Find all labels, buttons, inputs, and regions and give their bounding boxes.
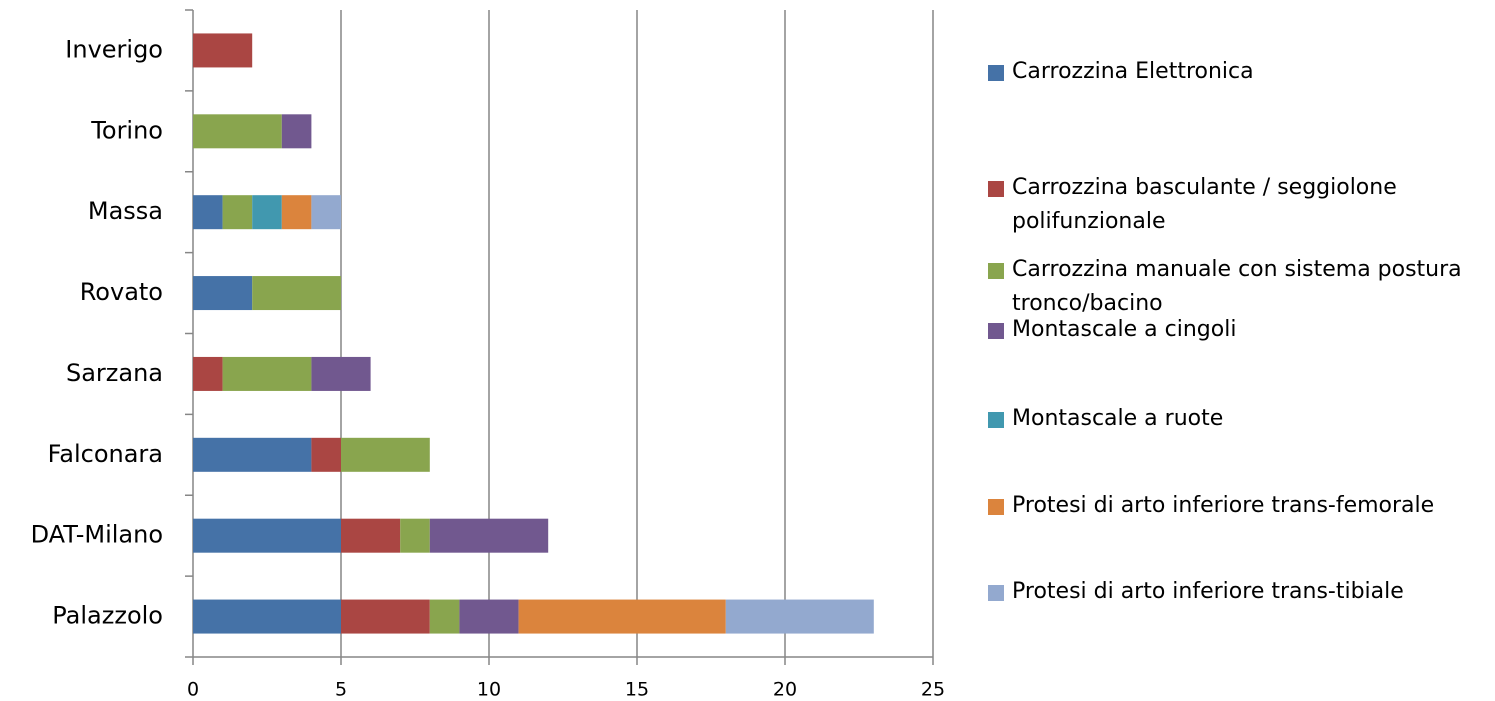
x-tick-label: 15 — [625, 679, 649, 701]
legend-swatch — [988, 65, 1004, 81]
bar-segment — [193, 276, 253, 311]
bar-segment — [222, 195, 253, 230]
y-tick-label: Rovato — [80, 278, 163, 306]
bar-segment — [193, 599, 341, 634]
bar-segment — [252, 195, 282, 230]
legend-item: Protesi di arto inferiore trans-femorale — [988, 489, 1488, 523]
bar-segment — [252, 276, 341, 311]
bar-segment — [459, 599, 519, 634]
bar-segment — [193, 437, 312, 472]
bar-segment — [193, 114, 282, 149]
y-tick-label: Massa — [88, 197, 163, 225]
x-tick-label: 25 — [921, 679, 945, 701]
legend-item: Montascale a cingoli — [988, 313, 1488, 347]
bar-segment — [518, 599, 726, 634]
bar-segment — [281, 114, 312, 149]
y-tick-label: DAT-Milano — [31, 521, 163, 549]
legend-swatch — [988, 263, 1004, 279]
bar-segment — [193, 356, 223, 391]
bar-segment — [429, 599, 460, 634]
bar-segment — [341, 437, 430, 472]
legend-label: Carrozzina Elettronica — [1012, 59, 1254, 84]
legend-swatch — [988, 412, 1004, 428]
y-tick-label: Inverigo — [65, 35, 163, 63]
bar-segment — [429, 518, 549, 553]
legend-swatch — [988, 181, 1004, 197]
legend-item: Montascale a ruote — [988, 402, 1488, 436]
legend-swatch — [988, 323, 1004, 339]
bar-segment — [311, 356, 371, 391]
bar-segment — [193, 195, 223, 230]
bar-segment — [400, 518, 430, 553]
legend-label: Montascale a cingoli — [1012, 317, 1237, 342]
legend-label: Carrozzina basculante / seggiolone polif… — [1012, 175, 1397, 234]
bar-segment — [341, 518, 401, 553]
bar-segment — [341, 599, 430, 634]
bar-segment — [311, 195, 341, 230]
legend-label: Protesi di arto inferiore trans-femorale — [1012, 493, 1435, 518]
legend-item: Carrozzina manuale con sistema postura t… — [988, 253, 1488, 321]
bar-segment — [311, 437, 341, 472]
bar-segment — [193, 518, 341, 553]
legend-swatch — [988, 585, 1004, 601]
bar-segment — [222, 356, 312, 391]
legend-label: Montascale a ruote — [1012, 406, 1224, 431]
x-tick-label: 10 — [477, 679, 501, 701]
y-tick-label: Torino — [90, 116, 163, 144]
bar-segment — [281, 195, 312, 230]
x-tick-label: 5 — [335, 679, 347, 701]
legend-label: Protesi di arto inferiore trans-tibiale — [1012, 579, 1404, 604]
legend-item: Carrozzina Elettronica — [988, 55, 1488, 89]
bar-segment — [725, 599, 874, 634]
x-tick-label: 20 — [773, 679, 797, 701]
bar-segment — [193, 33, 253, 68]
legend-swatch — [988, 499, 1004, 515]
legend-item: Protesi di arto inferiore trans-tibiale — [988, 575, 1488, 609]
legend-item: Carrozzina basculante / seggiolone polif… — [988, 171, 1488, 239]
y-tick-label: Palazzolo — [52, 602, 163, 630]
y-tick-label: Falconara — [48, 440, 163, 468]
x-tick-label: 0 — [187, 679, 199, 701]
y-tick-label: Sarzana — [66, 359, 163, 387]
legend-label: Carrozzina manuale con sistema postura t… — [1012, 257, 1462, 316]
